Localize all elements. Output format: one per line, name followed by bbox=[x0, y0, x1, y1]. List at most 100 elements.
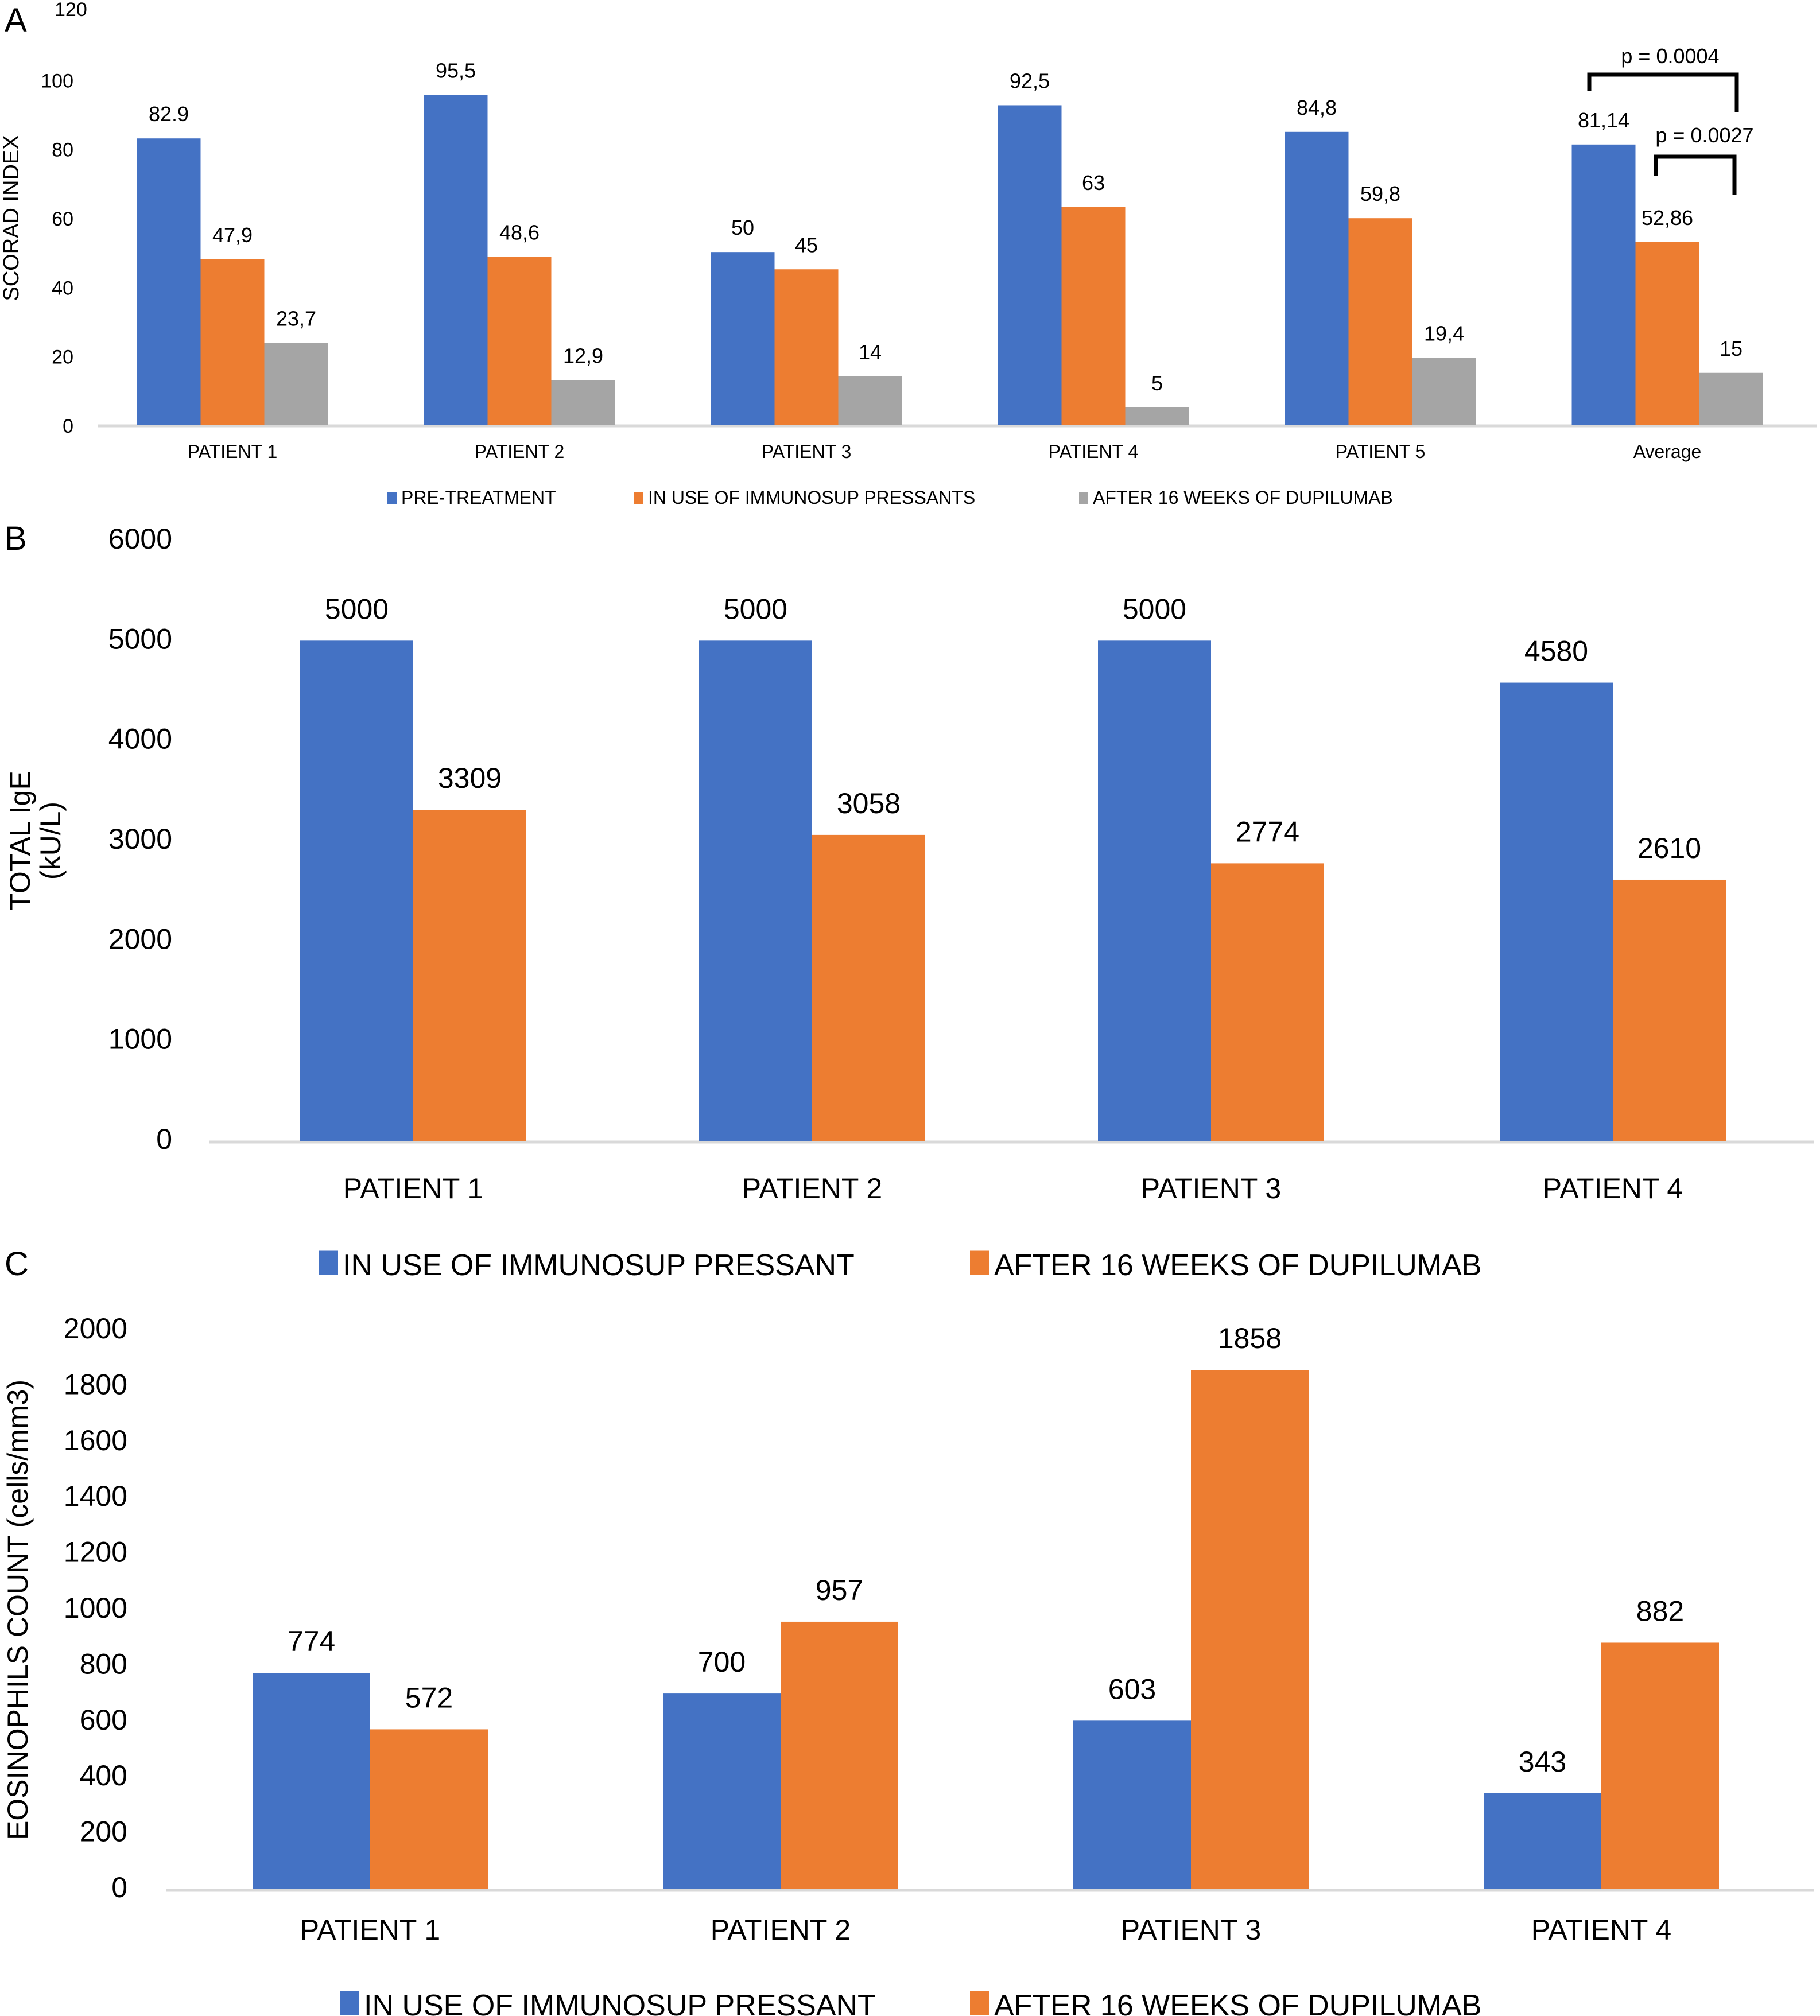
data-label: 48,6 bbox=[499, 221, 540, 244]
data-label: 5000 bbox=[325, 593, 389, 625]
y-tick-label: 1600 bbox=[64, 1424, 127, 1456]
data-label: 5 bbox=[1151, 371, 1163, 395]
bar bbox=[1699, 372, 1763, 425]
bar bbox=[1098, 640, 1211, 1141]
panel-letter-a: A bbox=[5, 2, 27, 39]
data-label: 59,8 bbox=[1360, 182, 1400, 205]
y-tick-label: 60 bbox=[52, 208, 73, 230]
y-tick-label: 2000 bbox=[64, 1312, 127, 1345]
panel-letter-b: B bbox=[5, 520, 27, 557]
data-label: 63 bbox=[1082, 171, 1105, 195]
y-tick-label: 2000 bbox=[108, 923, 172, 955]
x-tick-label: PATIENT 2 bbox=[475, 441, 564, 462]
p-value-label: p = 0.0027 bbox=[1655, 123, 1753, 147]
bar bbox=[812, 834, 925, 1141]
data-label: 572 bbox=[405, 1681, 453, 1714]
data-label: 19,4 bbox=[1424, 321, 1464, 345]
x-tick-label: PATIENT 3 bbox=[1121, 1914, 1262, 1946]
y-tick-label: 600 bbox=[80, 1704, 127, 1736]
y-tick-label: 1400 bbox=[64, 1480, 127, 1512]
legend-swatch bbox=[387, 492, 397, 504]
legend-swatch bbox=[319, 1250, 338, 1275]
data-label: 15 bbox=[1720, 337, 1743, 360]
bar bbox=[1412, 358, 1476, 425]
y-axis-label-units: (kU/L) bbox=[34, 802, 67, 880]
bar bbox=[413, 810, 526, 1141]
legend-swatch bbox=[970, 1991, 989, 2015]
bar bbox=[1125, 407, 1189, 425]
y-tick-label: 80 bbox=[52, 139, 73, 161]
x-tick-label: PATIENT 1 bbox=[300, 1914, 441, 1946]
data-label: 14 bbox=[859, 340, 882, 364]
data-label: 957 bbox=[816, 1574, 863, 1606]
bar bbox=[1500, 682, 1613, 1141]
legend-swatch bbox=[340, 1991, 359, 2015]
y-tick-label: 4000 bbox=[108, 723, 172, 755]
bar bbox=[200, 259, 265, 425]
data-label: 82.9 bbox=[149, 102, 189, 126]
bar bbox=[1348, 218, 1412, 425]
p-value-label: p = 0.0004 bbox=[1621, 44, 1719, 68]
y-tick-label: 0 bbox=[111, 1871, 127, 1904]
data-label: 5000 bbox=[1123, 593, 1186, 625]
y-tick-label: 200 bbox=[80, 1816, 127, 1848]
bar bbox=[1635, 242, 1699, 425]
significance-bracket bbox=[1654, 154, 1737, 195]
bar bbox=[1061, 207, 1126, 425]
significance-bracket bbox=[1587, 72, 1739, 112]
x-tick-label: PATIENT 4 bbox=[1049, 441, 1138, 462]
data-label: 2610 bbox=[1637, 832, 1701, 864]
panel-b-ige-chart: 0 1000 2000 3000 4000 5000 6000 TOTAL IgE(kU/L)… bbox=[4, 523, 1814, 1282]
data-label: 5000 bbox=[724, 593, 787, 625]
bar bbox=[1571, 144, 1636, 425]
bar bbox=[998, 105, 1062, 425]
bar bbox=[663, 1693, 781, 1889]
bar bbox=[1073, 1720, 1191, 1889]
data-label: 343 bbox=[1519, 1746, 1566, 1778]
data-label: 882 bbox=[1636, 1595, 1684, 1627]
legend-swatch bbox=[1079, 492, 1088, 504]
legend-label: PRE-TREATMENT bbox=[401, 487, 556, 508]
x-tick-label: PATIENT 3 bbox=[1141, 1172, 1282, 1205]
panel-a-scorad-chart: 0 20 40 60 80 100 120 SCORAD INDEX 82.9 47,9 23,7 P… bbox=[0, 0, 1817, 508]
bar bbox=[711, 252, 775, 425]
data-label: 52,86 bbox=[1642, 206, 1693, 230]
legend-swatch bbox=[634, 492, 643, 504]
bar bbox=[1601, 1642, 1719, 1889]
y-tick-label: 1000 bbox=[108, 1023, 172, 1055]
data-label: 774 bbox=[288, 1625, 335, 1657]
bar bbox=[551, 380, 615, 425]
bar bbox=[300, 640, 413, 1141]
bar bbox=[1191, 1370, 1309, 1889]
bar bbox=[137, 138, 201, 425]
data-label: 45 bbox=[795, 233, 818, 257]
bar bbox=[264, 343, 328, 425]
x-tick-label: PATIENT 5 bbox=[1336, 441, 1425, 462]
bar bbox=[370, 1729, 488, 1889]
x-tick-label: PATIENT 1 bbox=[343, 1172, 484, 1205]
legend-label: AFTER 16 WEEKS OF DUPILUMAB bbox=[1093, 487, 1393, 508]
data-label: 84,8 bbox=[1297, 96, 1337, 119]
legend-label: IN USE OF IMMUNOSUP PRESSANT bbox=[343, 1249, 855, 1282]
y-tick-label: 120 bbox=[55, 0, 87, 21]
y-tick-label: 1200 bbox=[64, 1536, 127, 1568]
y-tick-label: 0 bbox=[63, 415, 73, 437]
data-label: 50 bbox=[731, 216, 754, 239]
x-tick-label: PATIENT 4 bbox=[1531, 1914, 1672, 1946]
bar bbox=[781, 1621, 898, 1889]
legend-label: AFTER 16 WEEKS OF DUPILUMAB bbox=[994, 1989, 1482, 2016]
y-axis-label: SCORAD INDEX bbox=[0, 135, 24, 301]
legend-swatch bbox=[970, 1250, 989, 1275]
data-label: 1858 bbox=[1218, 1322, 1282, 1354]
bar bbox=[1211, 863, 1324, 1141]
bar bbox=[838, 376, 902, 425]
y-tick-label: 1800 bbox=[64, 1368, 127, 1400]
bar bbox=[774, 269, 839, 425]
y-tick-label: 1000 bbox=[64, 1592, 127, 1624]
data-label: 12,9 bbox=[563, 344, 603, 367]
bar bbox=[424, 95, 488, 425]
bar bbox=[253, 1673, 370, 1889]
data-label: 23,7 bbox=[276, 306, 316, 330]
y-tick-label: 40 bbox=[52, 277, 73, 299]
data-label: 700 bbox=[698, 1646, 746, 1678]
